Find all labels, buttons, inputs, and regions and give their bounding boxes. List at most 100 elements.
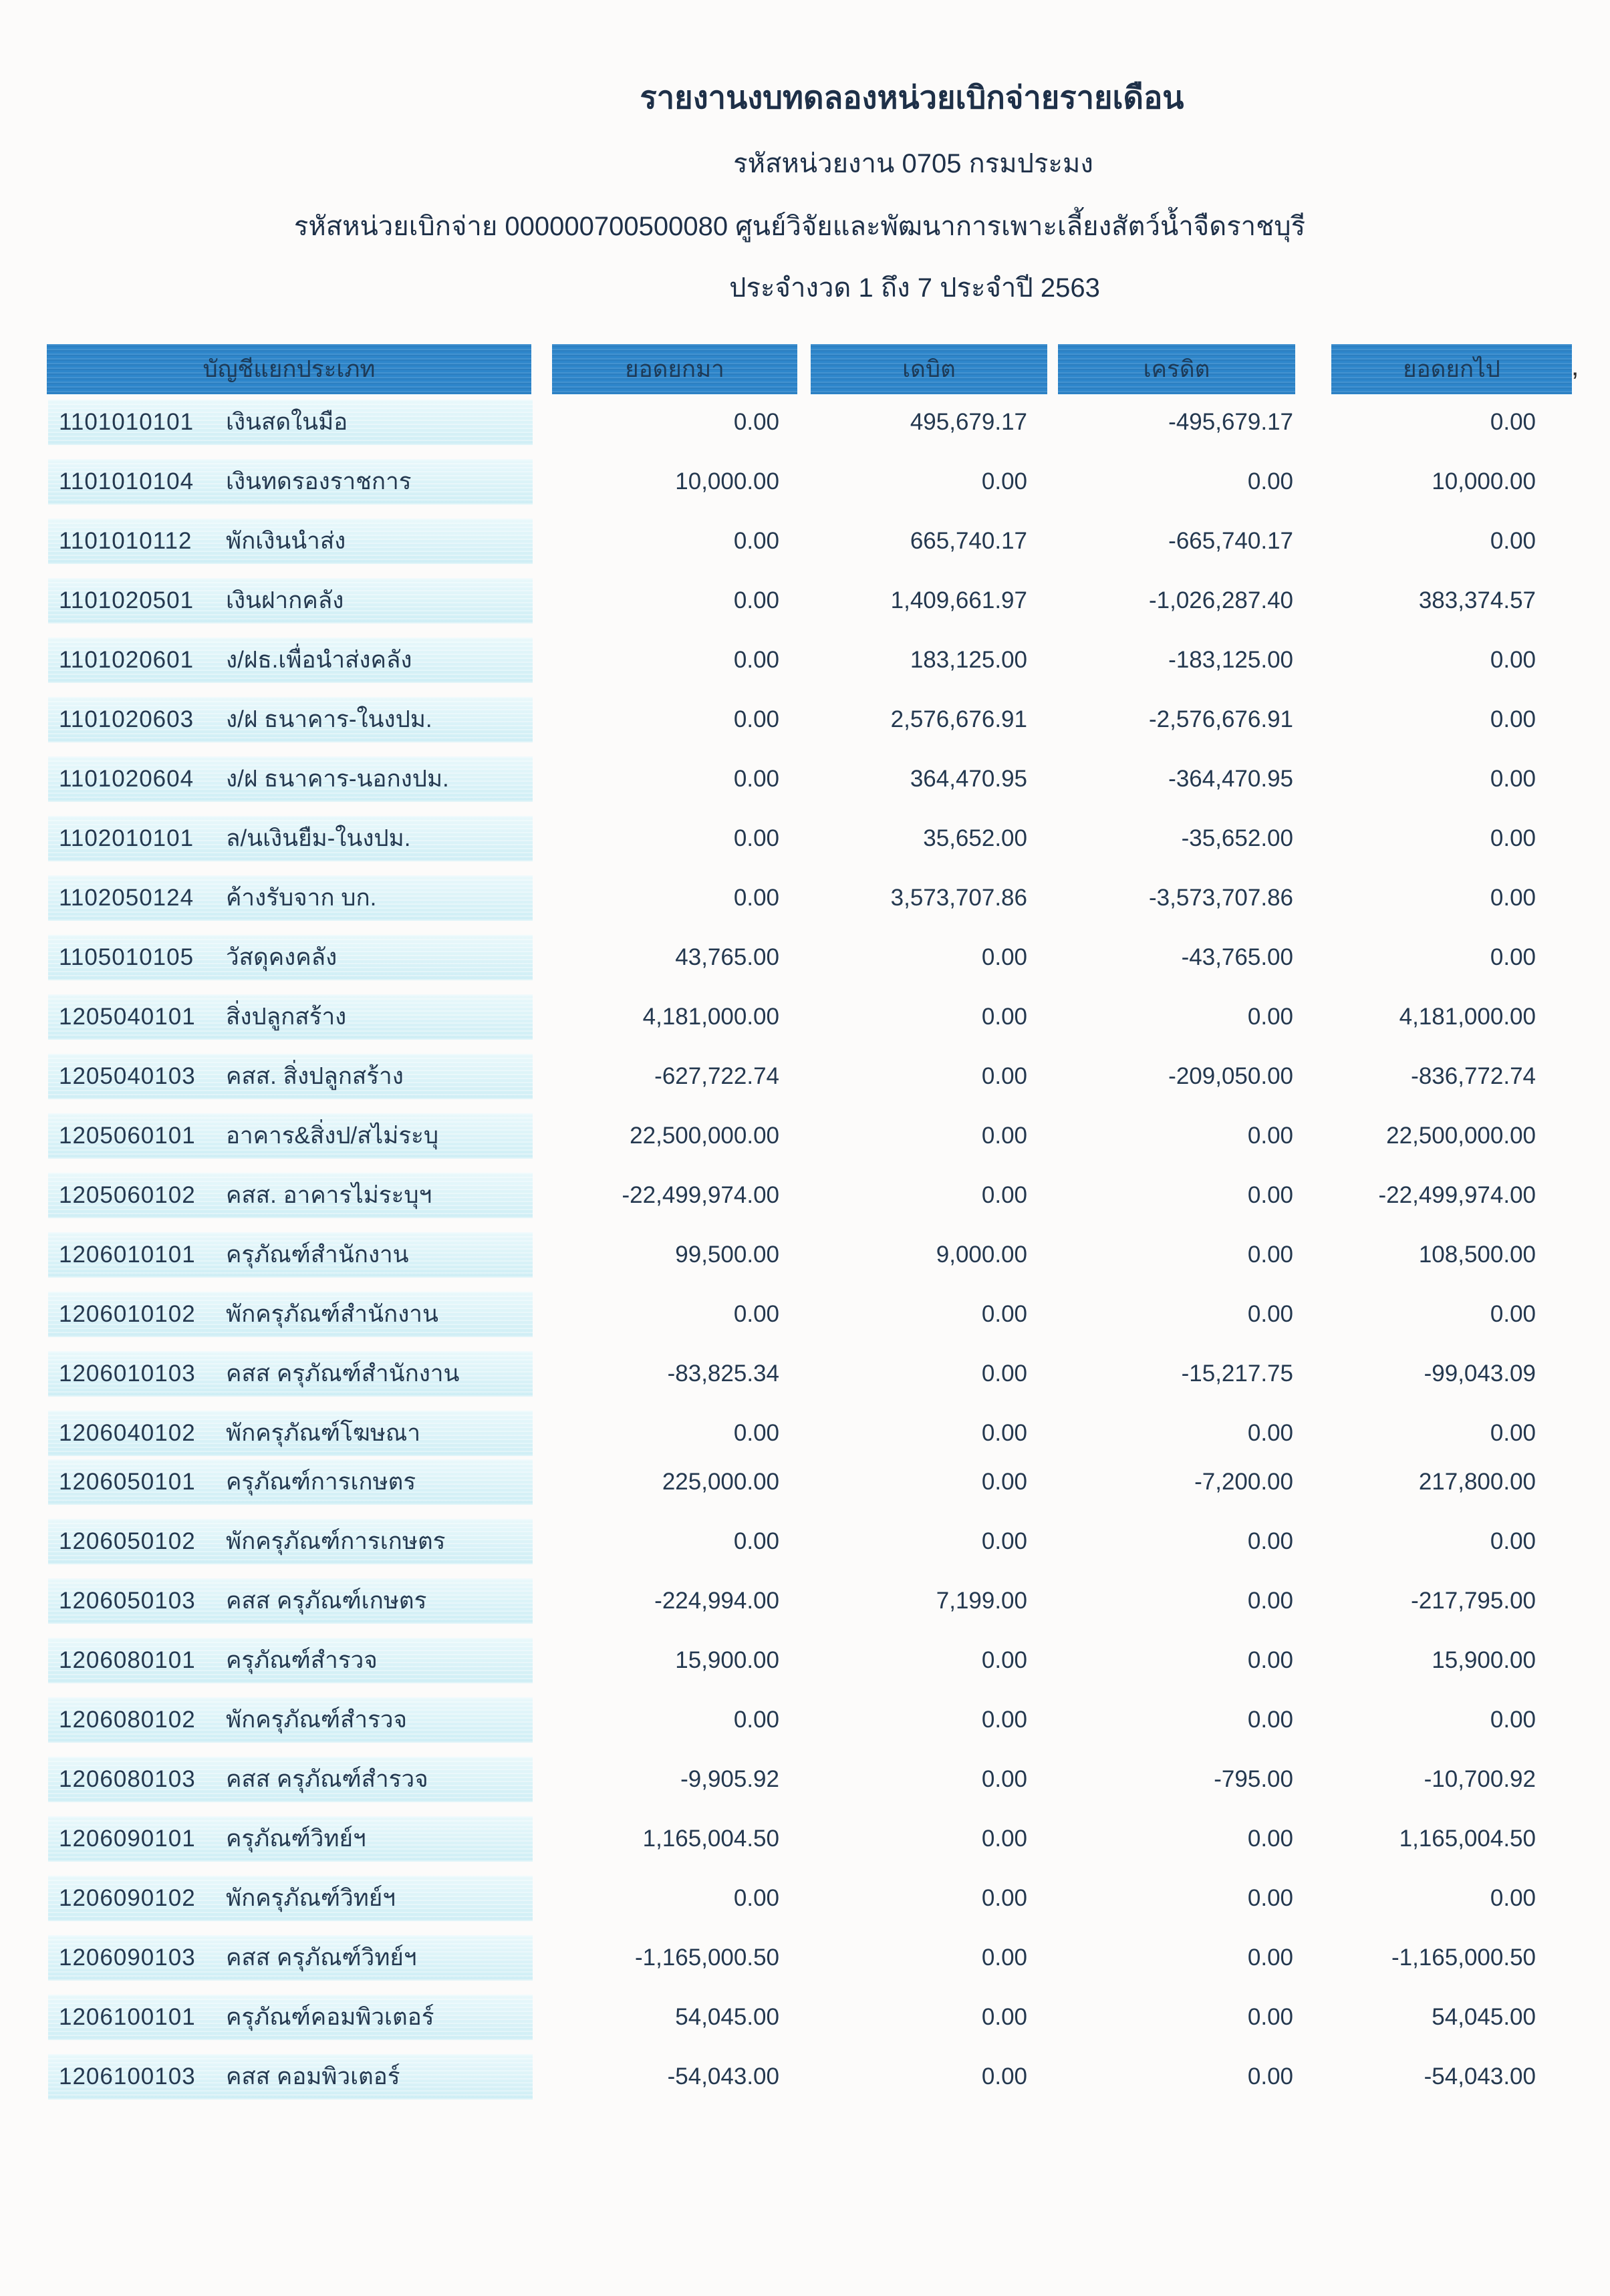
amount-debit: 9,000.00 [936,1242,1027,1268]
amount-carry-forward: 0.00 [733,647,779,673]
amount-balance: 0.00 [1490,647,1536,673]
amount-debit: 2,576,676.91 [890,706,1027,732]
account-name: คสส. อาคารไม่ระบุฯ [226,1182,432,1208]
account-name: คสส ครุภัณฑ์วิทย์ฯ [226,1945,417,1971]
table-row: 1206010101 ครุภัณฑ์สำนักงาน 99,500.00 9,… [0,1232,1610,1278]
amount-carry-forward: 0.00 [733,766,779,792]
account-name: ครุภัณฑ์การเกษตร [226,1469,416,1495]
amount-debit: 0.00 [981,2063,1027,2090]
amount-debit: 0.00 [981,1420,1027,1446]
account-code: 1206100103 [59,2063,196,2090]
amount-credit: -2,576,676.91 [1148,706,1293,732]
amount-carry-forward: 99,500.00 [675,1242,779,1268]
table-row: 1206090103 คสส ครุภัณฑ์วิทย์ฯ -1,165,000… [0,1935,1610,1981]
table-row: 1206080103 คสส ครุภัณฑ์สำรวจ -9,905.92 0… [0,1757,1610,1802]
account-code: 1205060101 [59,1123,196,1149]
amount-carry-forward: 4,181,000.00 [642,1004,779,1030]
row-highlight-band [48,697,533,742]
row-highlight-band [48,1757,533,1802]
amount-carry-forward: -54,043.00 [667,2063,779,2090]
table-row: 1206100101 ครุภัณฑ์คอมพิวเตอร์ 54,045.00… [0,1995,1610,2040]
scan-artifact-mark: ’ [1572,366,1579,398]
amount-debit: 183,125.00 [910,647,1027,673]
table-row: 1206040102 พักครุภัณฑ์โฆษณา 0.00 0.00 0.… [0,1411,1610,1456]
amount-carry-forward: 0.00 [733,825,779,851]
amount-balance: 0.00 [1490,885,1536,911]
amount-credit: -364,470.95 [1168,766,1293,792]
account-code: 1206080103 [59,1766,196,1792]
amount-debit: 0.00 [981,1301,1027,1327]
amount-debit: 0.00 [981,1528,1027,1554]
amount-balance: 0.00 [1490,706,1536,732]
amount-carry-forward: 0.00 [733,409,779,435]
amount-credit: 0.00 [1247,1588,1293,1614]
amount-balance: 0.00 [1490,766,1536,792]
amount-carry-forward: 43,765.00 [675,944,779,970]
table-header-row: บัญชีแยกประเภท ยอดยกมา เดบิต เครดิต ยอดย… [0,344,1610,394]
amount-balance: -836,772.74 [1411,1063,1536,1089]
row-highlight-band [48,1876,533,1921]
account-code: 1206080101 [59,1647,196,1673]
amount-balance: 0.00 [1490,409,1536,435]
amount-balance: 54,045.00 [1432,2004,1536,2030]
table-row: 1101020601 ง/ฝธ.เพื่อนำส่งคลัง 0.00 183,… [0,637,1610,683]
amount-carry-forward: -627,722.74 [654,1063,779,1089]
amount-credit: 0.00 [1247,1707,1293,1733]
account-code: 1101010101 [59,409,194,435]
table-row: 1206050102 พักครุภัณฑ์การเกษตร 0.00 0.00… [0,1519,1610,1564]
amount-credit: 0.00 [1247,1004,1293,1030]
account-name: พักครุภัณฑ์การเกษตร [226,1528,446,1554]
row-highlight-band [48,1519,533,1564]
account-name: ค้างรับจาก บก. [226,885,377,911]
amount-credit: 0.00 [1247,1826,1293,1852]
amount-debit: 0.00 [981,1469,1027,1495]
account-name: วัสดุคงคลัง [226,944,338,970]
amount-carry-forward: 0.00 [733,706,779,732]
amount-balance: 383,374.57 [1418,587,1536,613]
table-row: 1206010102 พักครุภัณฑ์สำนักงาน 0.00 0.00… [0,1292,1610,1337]
amount-debit: 0.00 [981,1647,1027,1673]
account-name: ล/นเงินยืม-ในงปม. [226,825,411,851]
amount-balance: 0.00 [1490,1885,1536,1911]
account-code: 1206090102 [59,1885,196,1911]
report-title: รายงานงบทดลองหน่วยเบิกจ่ายรายเดือน [640,80,1184,115]
table-row: 1205040101 สิ่งปลูกสร้าง 4,181,000.00 0.… [0,994,1610,1040]
account-code: 1101020501 [59,587,194,613]
amount-carry-forward: 0.00 [733,1885,779,1911]
amount-credit: -1,026,287.40 [1148,587,1293,613]
account-code: 1206050102 [59,1528,196,1554]
header-cell-account: บัญชีแยกประเภท [47,344,531,394]
account-name: ง/ฝ ธนาคาร-ในงปม. [226,706,432,732]
account-name: ง/ฝธ.เพื่อนำส่งคลัง [226,647,412,673]
amount-credit: -7,200.00 [1194,1469,1293,1495]
table-row: 1101010104 เงินทดรองราชการ 10,000.00 0.0… [0,459,1610,505]
amount-credit: -665,740.17 [1168,528,1293,554]
amount-credit: -209,050.00 [1168,1063,1293,1089]
amount-balance: -10,700.92 [1424,1766,1536,1792]
amount-balance: 0.00 [1490,1707,1536,1733]
account-name: พักเงินนำส่ง [226,528,346,554]
amount-credit: 0.00 [1247,1242,1293,1268]
account-code: 1206080102 [59,1707,196,1733]
amount-debit: 0.00 [981,1182,1027,1208]
amount-debit: 0.00 [981,2004,1027,2030]
row-highlight-band [48,1411,533,1456]
row-highlight-band [48,1351,533,1397]
account-name: พักครุภัณฑ์สำรวจ [226,1707,408,1733]
account-name: เงินสดในมือ [226,409,348,435]
row-highlight-band [48,1995,533,2040]
account-code: 1205040101 [59,1004,196,1030]
amount-carry-forward: 15,900.00 [675,1647,779,1673]
account-name: คสส ครุภัณฑ์เกษตร [226,1588,427,1614]
table-row: 1206100103 คสส คอมพิวเตอร์ -54,043.00 0.… [0,2054,1610,2100]
row-highlight-band [48,875,533,921]
account-code: 1206090101 [59,1826,196,1852]
table-row: 1101020604 ง/ฝ ธนาคาร-นอกงปม. 0.00 364,4… [0,756,1610,802]
amount-credit: -3,573,707.86 [1148,885,1293,911]
report-period-line: ประจำงวด 1 ถึง 7 ประจำปี 2563 [729,273,1100,303]
account-code: 1206050101 [59,1469,196,1495]
amount-credit: 0.00 [1247,1885,1293,1911]
table-row: 1101010112 พักเงินนำส่ง 0.00 665,740.17 … [0,519,1610,564]
amount-carry-forward: -224,994.00 [654,1588,779,1614]
